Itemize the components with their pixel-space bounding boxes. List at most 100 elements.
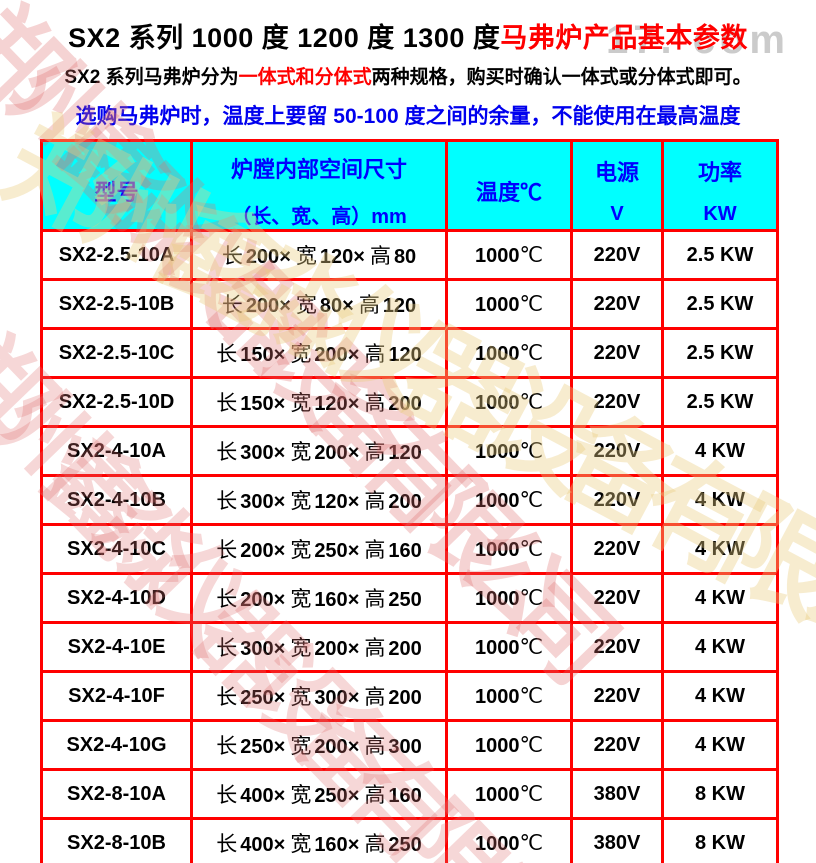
temp-unit: ℃: [519, 242, 544, 267]
width-label: 宽: [290, 440, 312, 464]
temp-value: 1000: [474, 342, 520, 365]
width-label: 宽: [290, 832, 312, 856]
power-cell: 2.5 KW: [661, 229, 779, 281]
times-sign: ×: [347, 834, 360, 856]
temp-unit: ℃: [519, 830, 544, 855]
table-row: SX2-8-10A 长 400× 宽 250× 高 160 1000℃ 380V 8 KW: [40, 768, 779, 820]
width-label: 宽: [290, 685, 312, 709]
temp-unit: ℃: [519, 389, 544, 414]
height-value: 80: [393, 246, 417, 268]
width-value: 300: [314, 687, 348, 709]
height-label: 高: [358, 293, 380, 317]
times-sign: ×: [353, 246, 365, 268]
table-header-row: 型号 炉膛内部空间尺寸 （长、宽、高）mm 温度℃ 电源 V 功率 KW: [40, 139, 779, 232]
width-value: 250: [314, 540, 348, 562]
width-label: 宽: [290, 538, 312, 562]
voltage-cell: 220V: [570, 327, 664, 379]
width-label: 宽: [290, 342, 312, 366]
model-cell: SX2-4-10C: [40, 523, 193, 575]
height-label: 高: [364, 489, 386, 513]
subtitle-part1: SX2 系列马弗炉分为: [64, 67, 239, 88]
temp-value: 1000: [474, 685, 520, 708]
times-sign: ×: [273, 393, 286, 415]
height-label: 高: [364, 783, 386, 807]
power-cell: 4 KW: [661, 474, 779, 526]
length-label: 长: [216, 734, 238, 758]
table-row: SX2-4-10D 长 200× 宽 160× 高 250 1000℃ 220V 4 KW: [40, 572, 779, 624]
subtitle: SX2 系列马弗炉分为一体式和分体式两种规格，购买时确认一体式或分体式即可。: [0, 62, 816, 89]
length-label: 长: [216, 489, 238, 513]
table-row: SX2-4-10E 长 300× 宽 200× 高 200 1000℃ 220V 4 KW: [40, 621, 779, 673]
header-chamber-size: 炉膛内部空间尺寸 （长、宽、高）mm: [190, 139, 448, 232]
height-value: 120: [388, 442, 422, 464]
temp-value: 1000: [474, 587, 520, 610]
temp-cell: 1000℃: [445, 817, 573, 863]
voltage-cell: 220V: [570, 523, 664, 575]
length-value: 200: [245, 246, 280, 268]
dims-cell: 长 400× 宽 250× 高 160: [190, 768, 448, 820]
power-cell: 2.5 KW: [661, 376, 779, 428]
temp-cell: 1000℃: [445, 670, 573, 722]
voltage-cell: 220V: [570, 474, 664, 526]
table-row: SX2-4-10G 长 250× 宽 200× 高 300 1000℃ 220V 4 KW: [40, 719, 779, 771]
dims-cell: 长 150× 宽 120× 高 200: [190, 376, 448, 428]
length-value: 400: [240, 785, 274, 807]
times-sign: ×: [342, 295, 354, 317]
times-sign: ×: [273, 491, 286, 513]
times-sign: ×: [273, 687, 286, 709]
length-label: 长: [216, 636, 238, 660]
height-label: 高: [364, 391, 386, 415]
times-sign: ×: [347, 344, 360, 366]
length-value: 400: [240, 834, 274, 856]
dims-cell: 长 250× 宽 300× 高 200: [190, 670, 448, 722]
temp-unit: ℃: [519, 438, 544, 463]
height-value: 200: [388, 687, 422, 709]
times-sign: ×: [273, 736, 286, 758]
model-cell: SX2-4-10E: [40, 621, 193, 673]
model-cell: SX2-4-10A: [40, 425, 193, 477]
temp-cell: 1000℃: [445, 376, 573, 428]
voltage-cell: 220V: [570, 670, 664, 722]
dims-cell: 长 150× 宽 200× 高 120: [190, 327, 448, 379]
times-sign: ×: [347, 442, 360, 464]
temp-value: 1000: [474, 636, 520, 659]
subtitle-part2: 两种规格，购买时确认一体式或分体式即可。: [371, 67, 752, 88]
temp-value: 1000: [474, 832, 520, 855]
width-value: 120: [314, 393, 348, 415]
temp-value: 1000: [474, 489, 520, 512]
length-label: 长: [216, 440, 238, 464]
voltage-cell: 380V: [570, 768, 664, 820]
dims-cell: 长 300× 宽 120× 高 200: [190, 474, 448, 526]
temp-unit: ℃: [519, 683, 544, 708]
height-value: 250: [388, 589, 422, 611]
length-value: 150: [240, 344, 274, 366]
dims-cell: 长 300× 宽 200× 高 200: [190, 621, 448, 673]
length-value: 150: [240, 393, 274, 415]
header-temperature: 温度℃: [445, 139, 573, 232]
width-label: 宽: [290, 391, 312, 415]
table-body: 型号 炉膛内部空间尺寸 （长、宽、高）mm 温度℃ 电源 V 功率 KW: [40, 139, 779, 863]
subtitle-red-segment: 一体式和分体式: [238, 67, 372, 88]
width-value: 160: [314, 834, 348, 856]
dims-cell: 长 200× 宽 120× 高 80: [190, 229, 448, 281]
voltage-cell: 380V: [570, 817, 664, 863]
length-value: 200: [245, 295, 280, 317]
height-label: 高: [364, 636, 386, 660]
length-value: 300: [240, 638, 274, 660]
dims-cell: 长 400× 宽 160× 高 250: [190, 817, 448, 863]
dims-cell: 长 200× 宽 160× 高 250: [190, 572, 448, 624]
table-row: SX2-4-10B 长 300× 宽 120× 高 200 1000℃ 220V 4 KW: [40, 474, 779, 526]
length-label: 长: [216, 832, 238, 856]
table-row: SX2-2.5-10A 长 200× 宽 120× 高 80 1000℃ 220V 2.5…: [40, 229, 779, 281]
model-cell: SX2-2.5-10B: [40, 278, 193, 330]
length-label: 长: [221, 293, 243, 317]
width-value: 80: [319, 295, 343, 317]
times-sign: ×: [347, 491, 360, 513]
model-cell: SX2-2.5-10D: [40, 376, 193, 428]
times-sign: ×: [347, 589, 360, 611]
spec-table: 型号 炉膛内部空间尺寸 （长、宽、高）mm 温度℃ 电源 V 功率 KW: [40, 139, 779, 863]
temp-cell: 1000℃: [445, 425, 573, 477]
times-sign: ×: [273, 540, 286, 562]
length-label: 长: [216, 538, 238, 562]
power-cell: 4 KW: [661, 572, 779, 624]
